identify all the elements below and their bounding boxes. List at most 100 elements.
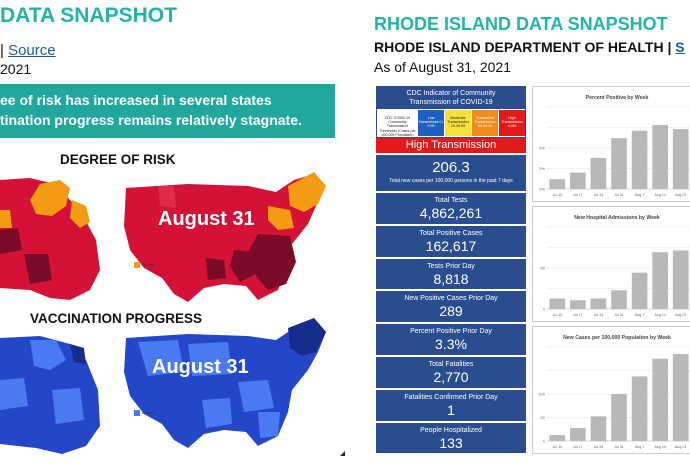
left-source-link[interactable]: Source bbox=[8, 42, 56, 59]
right-date: As of August 31, 2021 bbox=[374, 59, 511, 75]
x-tick-label: Jul 17 bbox=[573, 445, 583, 449]
x-tick-label: Jul 17 bbox=[573, 193, 583, 197]
left-banner: ee of risk has increased in several stat… bbox=[0, 84, 335, 138]
bar bbox=[570, 428, 586, 441]
right-title: RHODE ISLAND DATA SNAPSHOT bbox=[374, 14, 668, 34]
stat-label: Fatalities Confirmed Prior Day bbox=[404, 393, 498, 401]
y-tick-label: 0% bbox=[539, 187, 545, 192]
bar bbox=[590, 298, 607, 309]
x-tick-label: Aug 7 bbox=[635, 445, 644, 449]
cdc-indicator: CDC Indicator of Community Transmission … bbox=[376, 86, 526, 138]
stat-value: 289 bbox=[439, 303, 463, 320]
stat-label: Percent Positive Prior Day bbox=[410, 328, 492, 336]
bar bbox=[672, 129, 689, 189]
y-tick-label: 4% bbox=[539, 146, 545, 151]
cdc-title-line2: Transmission of COVID-19 bbox=[409, 99, 493, 106]
stat-box: Fatalities Confirmed Prior Day 1 bbox=[376, 387, 526, 421]
stat-box: Tests Prior Day 8,818 bbox=[376, 256, 526, 290]
chart-panel-3: New Cases per 100,000 Population by Week… bbox=[532, 326, 690, 454]
bar bbox=[570, 300, 586, 309]
x-tick-label: Jul 31 bbox=[614, 193, 624, 197]
bar bbox=[631, 272, 648, 309]
cdc-title: CDC Indicator of Community Transmission … bbox=[377, 87, 525, 109]
cdc-threshold-cell: Substantial Transmission 50-99.99 bbox=[472, 110, 498, 136]
stat-value: 8,818 bbox=[433, 270, 469, 287]
right-source-link[interactable]: S bbox=[675, 39, 685, 55]
left-date: 2021 bbox=[0, 61, 32, 77]
y-tick-label: 0 bbox=[543, 439, 546, 444]
x-tick-label: Jul 17 bbox=[573, 313, 583, 317]
x-tick-label: Aug 7 bbox=[635, 193, 644, 197]
y-tick-label: 0 bbox=[543, 307, 546, 312]
x-tick-label: Jul 10 bbox=[552, 193, 562, 197]
bar bbox=[631, 130, 648, 189]
stat-box: New Positive Cases Prior Day 289 bbox=[376, 289, 526, 323]
left-title: DATA SNAPSHOT bbox=[0, 4, 177, 27]
vax-legend-label: Limited bbox=[142, 410, 155, 415]
vax-map-left bbox=[0, 336, 100, 454]
x-tick-label: Jul 24 bbox=[594, 445, 604, 449]
left-subtitle-sep: | bbox=[0, 42, 4, 59]
high-transmission-bar: High Transmission bbox=[376, 138, 526, 153]
bar bbox=[549, 298, 566, 309]
risk-legend-swatch bbox=[134, 262, 140, 268]
cases-per-100k: 206.3 Total new cases per 100,000 person… bbox=[376, 153, 526, 191]
bar bbox=[549, 435, 566, 441]
x-tick-label: Jul 10 bbox=[552, 313, 562, 317]
x-tick-label: Jul 24 bbox=[594, 313, 604, 317]
right-slide: RHODE ISLAND DATA SNAPSHOT RHODE ISLAND … bbox=[360, 0, 690, 473]
bar bbox=[570, 172, 586, 189]
y-tick-label: 2% bbox=[539, 166, 545, 171]
chart-percent-positive: Percent Positive by Week 4% 2% 0% Jul 10 Jul … bbox=[539, 95, 690, 197]
cdc-title-line1: CDC Indicator of Community bbox=[406, 90, 496, 97]
x-tick-label: Aug 7 bbox=[635, 313, 644, 317]
cdc-threshold-cell: Moderate Transmission 10-49.99 bbox=[445, 110, 471, 136]
x-tick-label: Jul 31 bbox=[614, 445, 624, 449]
left-slide: DATA SNAPSHOT | Source 2021 ee of risk h… bbox=[0, 4, 345, 456]
stat-value: 2,770 bbox=[433, 369, 469, 385]
cdc-threshold-cell: CDC COVID-19 Community Transmission Thre… bbox=[378, 110, 417, 136]
cases-per-100k-value: 206.3 bbox=[432, 159, 470, 176]
x-tick-label: Aug 21 bbox=[675, 445, 686, 449]
cdc-thresholds: CDC COVID-19 Community Transmission Thre… bbox=[378, 110, 526, 136]
right-subtitle-sep: | bbox=[663, 39, 676, 55]
y-tick-label: 50 bbox=[541, 415, 546, 420]
bar bbox=[672, 250, 689, 309]
y-tick-label: 100 bbox=[538, 392, 545, 397]
risk-map-left bbox=[0, 178, 100, 300]
bar bbox=[652, 358, 668, 441]
right-subtitle: RHODE ISLAND DEPARTMENT OF HEALTH | S bbox=[374, 39, 685, 55]
bar bbox=[611, 138, 627, 189]
stat-value: 4,862,261 bbox=[419, 205, 483, 221]
chart-panel-2: New Hospital Admissions by Week 50 0 Jul 10… bbox=[532, 206, 690, 322]
vax-heading: VACCINATION PROGRESS bbox=[30, 311, 203, 326]
risk-map-right bbox=[124, 172, 326, 302]
risk-map-label: August 31 bbox=[158, 208, 255, 230]
stat-label: Total Fatalities bbox=[428, 361, 474, 368]
stat-label: New Positive Cases Prior Day bbox=[404, 295, 498, 303]
stat-label: Total Positive Cases bbox=[419, 229, 483, 237]
chart-title: Percent Positive by Week bbox=[586, 95, 649, 101]
chart-title: New Cases per 100,000 Population by Week bbox=[563, 335, 671, 341]
bar bbox=[652, 252, 668, 309]
y-tick-label: 50 bbox=[541, 266, 546, 271]
x-tick-label: Aug 21 bbox=[675, 313, 686, 317]
stat-value: 133 bbox=[439, 434, 463, 451]
chart-hospital-admissions: New Hospital Admissions by Week 50 0 Jul 10… bbox=[541, 215, 690, 317]
bar bbox=[672, 354, 689, 441]
stat-label: People Hospitalized bbox=[420, 426, 482, 434]
x-tick-label: Jul 10 bbox=[552, 445, 562, 449]
bar bbox=[611, 394, 627, 441]
slide-corner-mark bbox=[340, 451, 345, 456]
chart-panel-1: Percent Positive by Week 4% 2% 0% Jul 10 Jul … bbox=[532, 86, 690, 202]
cdc-threshold-cell: Low Transmission 0-9.99 bbox=[418, 110, 444, 136]
stat-label: Total Tests bbox=[434, 197, 468, 204]
right-subtitle-text: RHODE ISLAND DEPARTMENT OF HEALTH bbox=[374, 39, 664, 55]
stat-box: Total Positive Cases 162,617 bbox=[376, 223, 526, 257]
stat-value: 162,617 bbox=[425, 237, 477, 254]
vax-legend-swatch bbox=[134, 410, 140, 416]
bar bbox=[611, 290, 627, 309]
bar bbox=[549, 179, 566, 189]
risk-heading: DEGREE OF RISK bbox=[60, 152, 176, 167]
